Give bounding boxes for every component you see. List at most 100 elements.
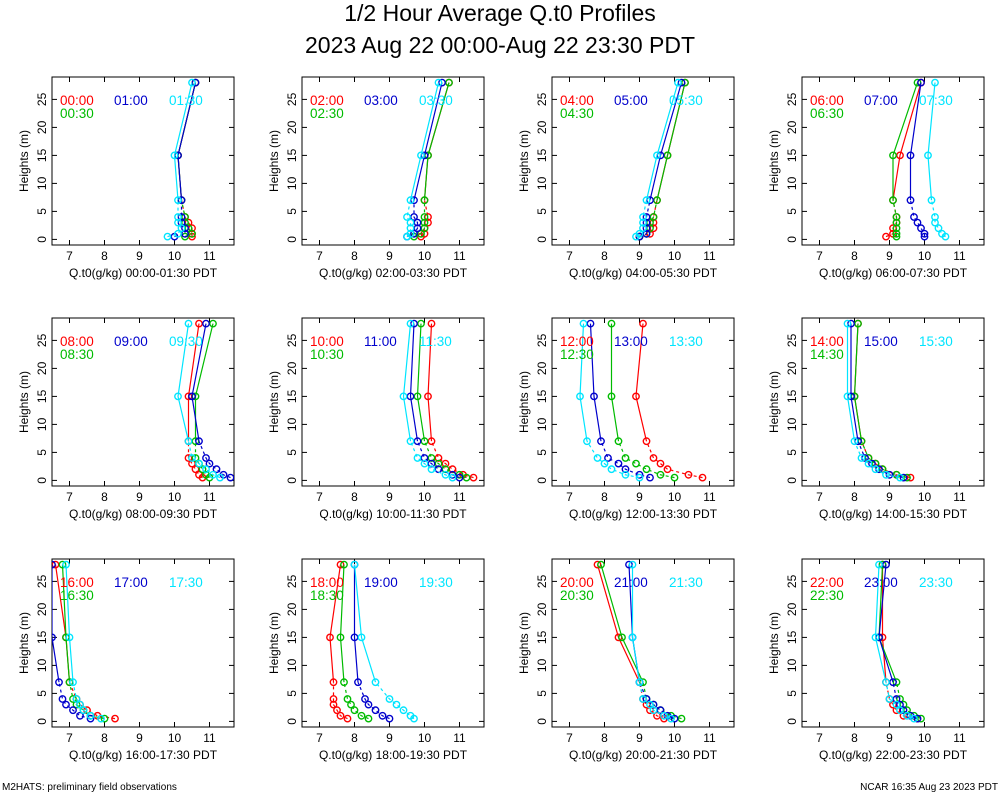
x-tick-label: 8	[851, 249, 858, 263]
y-tick-label: 15	[535, 630, 549, 644]
data-point-09:00	[205, 459, 214, 468]
data-point-18:30	[336, 633, 345, 642]
y-tick-label: 25	[35, 574, 49, 588]
series-line-05:00	[639, 200, 651, 238]
data-point-09:00	[188, 392, 196, 401]
data-point-19:30	[350, 560, 359, 569]
data-point-07:00	[906, 151, 915, 160]
y-tick-label: 25	[785, 574, 799, 588]
series-line-09:30	[177, 323, 190, 442]
data-point-22:30	[892, 678, 901, 687]
y-tick-label: 25	[535, 92, 549, 106]
data-point-10:00	[424, 392, 432, 401]
legend-label: 21:30	[669, 575, 703, 590]
y-tick-label: 20	[785, 120, 799, 134]
data-point-07:00	[910, 213, 918, 221]
x-tick-label: 8	[851, 731, 858, 745]
plot-frame	[51, 317, 235, 487]
legend-label: 10:00	[310, 334, 344, 349]
data-point-05:30	[674, 78, 682, 87]
y-tick-label: 25	[35, 333, 49, 347]
plot-frame	[301, 558, 485, 728]
data-point-12:00	[642, 437, 651, 446]
data-point-12:00	[663, 465, 672, 474]
data-point-09:00	[202, 319, 210, 328]
x-tick-label: 7	[66, 249, 73, 263]
data-point-09:30	[209, 470, 217, 479]
data-point-19:00	[361, 695, 369, 703]
data-point-21:30	[628, 633, 637, 642]
x-axis-label: Q.t0(g/kg) 16:00-17:30 PDT	[69, 748, 218, 762]
plot-area	[399, 319, 478, 482]
x-tick-label: 7	[566, 731, 573, 745]
legend-label: 08:00	[60, 334, 94, 349]
x-tick-label: 11	[203, 249, 216, 263]
x-tick-label: 8	[351, 731, 358, 745]
data-point-09:00	[226, 473, 234, 482]
data-point-23:00	[899, 706, 908, 715]
y-tick-label: 5	[535, 208, 549, 215]
x-tick-label: 7	[66, 490, 73, 504]
data-point-12:00	[698, 473, 707, 482]
legend-label: 20:30	[560, 588, 594, 603]
series-line-23:30	[874, 564, 887, 683]
y-tick-label: 20	[535, 602, 549, 616]
data-point-09:00	[212, 465, 221, 474]
y-tick-label: 10	[35, 417, 49, 431]
y-tick-label: 5	[285, 449, 299, 456]
plot-frame	[301, 76, 485, 246]
y-tick-label: 20	[35, 361, 49, 375]
legend-label: 08:30	[60, 347, 94, 362]
data-point-21:30	[639, 695, 647, 703]
data-point-11:30	[448, 473, 457, 482]
data-point-21:30	[646, 700, 654, 709]
data-point-01:30	[188, 78, 196, 87]
data-point-17:30	[97, 714, 105, 723]
data-point-18:00	[329, 695, 338, 703]
data-point-17:30	[72, 695, 81, 703]
x-tick-label: 11	[953, 731, 966, 745]
x-tick-label: 9	[136, 731, 143, 745]
legend-label: 05:00	[614, 93, 648, 108]
data-point-06:30	[892, 232, 901, 241]
y-tick-label: 10	[785, 417, 799, 431]
data-point-20:30	[618, 633, 626, 642]
x-tick-label: 7	[816, 490, 823, 504]
legend-label: 17:00	[114, 575, 148, 590]
y-tick-label: 15	[285, 630, 299, 644]
y-tick-label: 20	[285, 602, 299, 616]
x-tick-label: 10	[668, 249, 682, 263]
data-point-05:30	[639, 213, 647, 221]
data-point-18:00	[329, 700, 338, 709]
plot-area	[163, 78, 200, 241]
series-line-11:30	[402, 323, 412, 442]
x-tick-label: 9	[636, 249, 643, 263]
data-point-01:00	[191, 78, 200, 87]
data-point-05:30	[639, 224, 647, 233]
data-point-09:30	[195, 459, 203, 468]
plot-area	[593, 560, 686, 723]
data-point-12:30	[607, 392, 616, 401]
data-point-03:30	[403, 213, 411, 221]
data-point-20:00	[593, 560, 602, 569]
data-point-05:30	[635, 229, 644, 238]
data-point-11:30	[427, 465, 436, 474]
x-tick-label: 7	[566, 490, 573, 504]
data-point-02:30	[420, 196, 429, 205]
data-point-09:00	[202, 454, 210, 462]
y-tick-label: 0	[535, 718, 549, 725]
data-point-15:30	[896, 473, 904, 482]
y-tick-label: 5	[785, 690, 799, 697]
y-tick-label: 20	[285, 361, 299, 375]
x-tick-label: 8	[101, 731, 108, 745]
data-point-12:00	[656, 459, 665, 468]
series-line-09:00	[198, 440, 231, 479]
data-point-07:00	[920, 232, 929, 241]
x-tick-label: 10	[418, 249, 432, 263]
x-tick-label: 8	[351, 490, 358, 504]
series-line-09:00	[191, 323, 207, 442]
data-point-16:30	[100, 714, 109, 723]
plot-area	[326, 560, 418, 723]
data-point-21:30	[660, 711, 668, 720]
x-axis-label: Q.t0(g/kg) 06:00-07:30 PDT	[819, 266, 968, 280]
